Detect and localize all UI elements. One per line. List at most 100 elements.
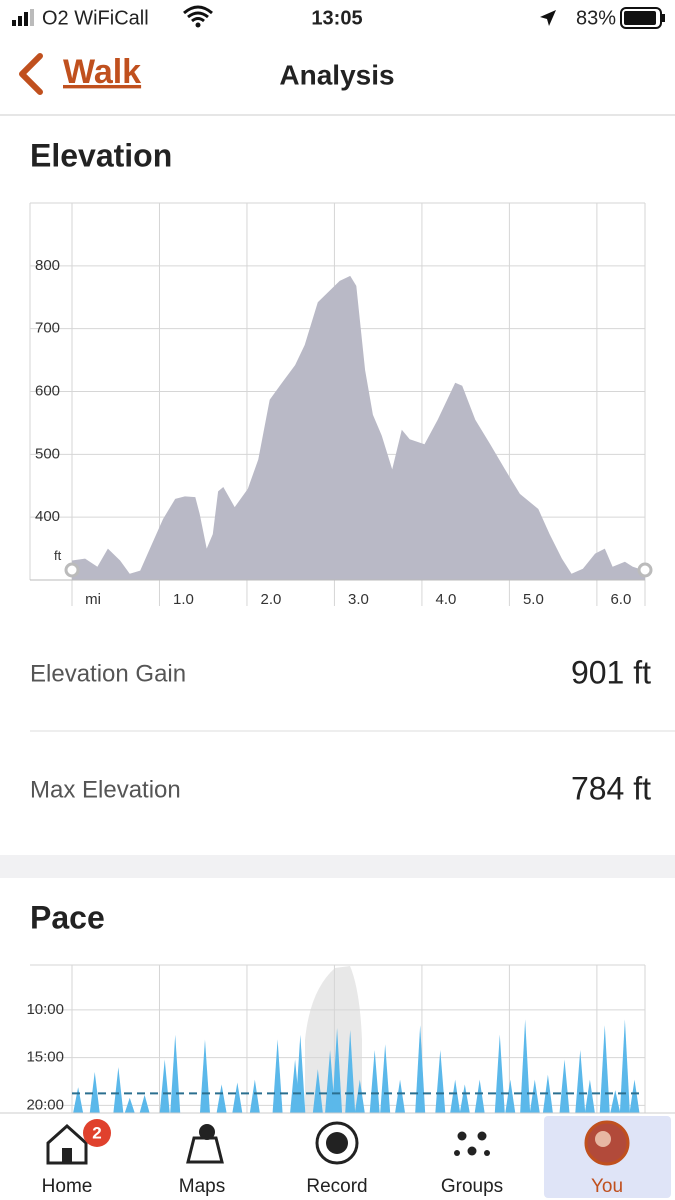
wifi-icon (195, 22, 201, 28)
x-tick-label: 3.0 (348, 591, 369, 608)
pace-spike (575, 1049, 586, 1113)
maps-icon[interactable] (199, 1124, 215, 1140)
pace-spike (520, 1019, 531, 1113)
tab-label[interactable]: Record (306, 1176, 367, 1197)
pace-spike (494, 1034, 505, 1113)
record-icon[interactable] (315, 1121, 359, 1165)
elevation-area (72, 275, 645, 580)
pace-spike (619, 1019, 630, 1113)
pace-spike (113, 1067, 124, 1113)
avatar[interactable] (595, 1131, 611, 1147)
back-icon[interactable] (19, 53, 43, 95)
groups-icon[interactable] (484, 1150, 490, 1156)
wifi-icon (183, 5, 213, 23)
section-title: Elevation (30, 137, 172, 173)
pace-spike (599, 1025, 610, 1113)
status-bar: O2 WiFiCall 13:05 83% (12, 5, 665, 29)
pace-spike (124, 1097, 135, 1113)
x-tick-label: 5.0 (523, 591, 544, 608)
stat-value: 901 ft (571, 654, 651, 690)
y-tick-label: 600 (35, 382, 60, 399)
nav-bar: Walk Analysis (0, 53, 675, 116)
battery-icon (620, 7, 662, 29)
pace-spike (232, 1082, 243, 1113)
signal-bar (12, 20, 16, 26)
elevation-chart: 400 500 600 700 800 1.0 2.0 3.0 4.0 5.0 6.0 mi ft (29, 202, 653, 608)
stat-label: Elevation Gain (30, 660, 186, 687)
y-unit-label: ft (54, 548, 62, 563)
pace-spike (89, 1071, 100, 1113)
x-tick-label: 4.0 (435, 591, 456, 608)
pace-spike (505, 1079, 516, 1113)
pace-spike (216, 1084, 227, 1113)
pace-spike (629, 1079, 640, 1113)
pace-spike (395, 1079, 406, 1113)
home-icon[interactable] (62, 1148, 72, 1163)
tab-label[interactable]: Home (42, 1176, 93, 1197)
pace-spike (73, 1087, 84, 1113)
back-link[interactable]: Walk (63, 53, 141, 91)
badge-count: 2 (92, 1123, 101, 1142)
pace-spike (295, 1034, 306, 1113)
badge (83, 1119, 111, 1147)
pace-spike (380, 1044, 391, 1113)
groups-icon[interactable] (454, 1150, 460, 1156)
record-icon[interactable] (326, 1132, 348, 1154)
pace-chart: 10:00 15:00 20:00 (26, 964, 646, 1113)
tab-label[interactable]: Maps (179, 1176, 225, 1197)
pace-spike (474, 1079, 485, 1113)
pace-spike (332, 1028, 343, 1113)
pace-spike (459, 1084, 470, 1113)
y-tick-label: 800 (35, 257, 60, 274)
battery-icon (624, 11, 656, 25)
pace-spike (249, 1079, 260, 1113)
x-tick-label: 1.0 (173, 591, 194, 608)
y-tick-label: 15:00 (26, 1049, 64, 1066)
pace-spike (345, 1029, 356, 1113)
location-icon (540, 10, 556, 26)
tab-label[interactable]: You (591, 1176, 623, 1197)
pace-spike (272, 1039, 283, 1113)
pace-spike (369, 1049, 380, 1113)
pace-spike (312, 1069, 323, 1113)
home-icon[interactable] (46, 1123, 88, 1165)
y-tick-label: 20:00 (26, 1096, 64, 1113)
maps-icon[interactable] (186, 1136, 224, 1164)
pace-spike (559, 1059, 570, 1113)
battery-level: 83% (576, 7, 616, 29)
stat-label: Max Elevation (30, 776, 181, 803)
endpoint-marker (637, 562, 653, 578)
x-tick-label: 6.0 (610, 591, 631, 608)
y-tick-label: 700 (35, 320, 60, 337)
battery-icon (662, 14, 665, 22)
pace-spike (610, 1090, 621, 1113)
pace-spike (584, 1079, 595, 1113)
tab-bar: 2 Home Maps Record Groups You (0, 1112, 675, 1200)
signal-bar (18, 16, 22, 26)
signal-bar (30, 9, 34, 26)
carrier: O2 WiFiCall (42, 7, 149, 29)
pace-spike (450, 1079, 461, 1113)
y-tick-label: 400 (35, 508, 60, 525)
pace-spike (325, 1049, 336, 1113)
groups-icon[interactable] (457, 1131, 467, 1141)
y-tick-label: 500 (35, 445, 60, 462)
stat-value: 784 ft (571, 770, 651, 806)
x-tick-label: 2.0 (261, 591, 282, 608)
pace-spike (354, 1079, 365, 1113)
pace-spike (199, 1039, 210, 1113)
y-tick-label: 10:00 (26, 1001, 64, 1018)
groups-icon[interactable] (477, 1131, 487, 1141)
tab-label[interactable]: Groups (441, 1176, 503, 1197)
pace-spike (139, 1094, 150, 1113)
pace-spike (159, 1059, 170, 1113)
groups-icon[interactable] (467, 1146, 477, 1156)
pace-spike (415, 1025, 426, 1113)
endpoint-marker (64, 562, 80, 578)
signal-bar (24, 12, 28, 26)
x-unit-label: mi (85, 591, 101, 608)
pace-spike (170, 1034, 181, 1113)
nav-title: Analysis (279, 59, 394, 90)
pace-spike (435, 1049, 446, 1113)
